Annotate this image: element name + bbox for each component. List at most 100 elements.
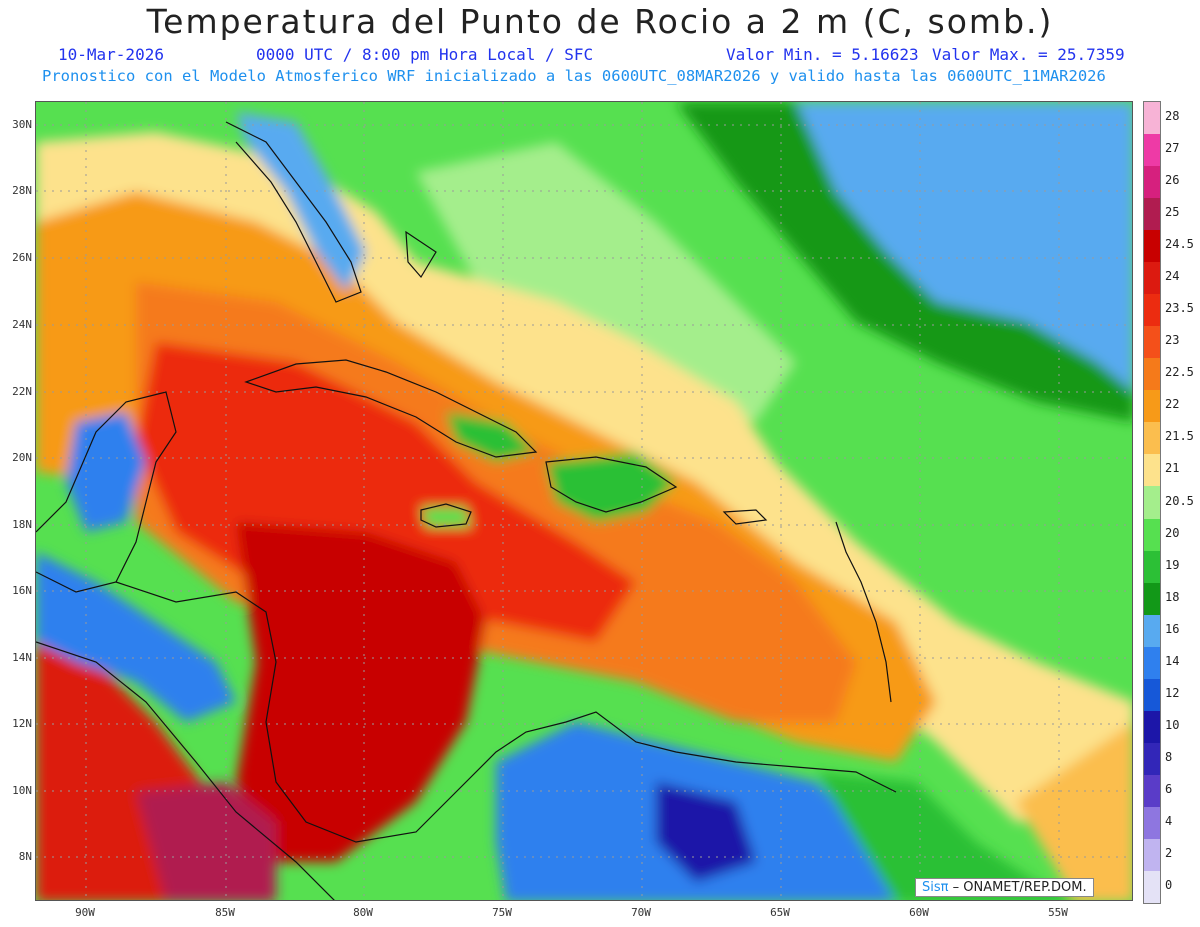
antilles-arc [835,521,892,703]
legend-swatch-7 [1144,326,1160,359]
lon-label-90w: 90W [75,906,95,919]
legend-label-23: 2 [1165,845,1173,860]
credit-text: – ONAMET/REP.DOM. [952,880,1087,895]
lon-label-65w: 65W [770,906,790,919]
east-yellow-zone [1016,723,1132,900]
lat-label-22n: 22N [12,385,32,398]
legend-label-24: 0 [1165,877,1173,892]
atlantic-blue-zone [796,102,1132,402]
caribbean-darkred-zone [236,522,486,862]
legend-swatch-10 [1144,422,1160,455]
legend-label-21: 6 [1165,781,1173,796]
legend-swatch-22 [1144,806,1160,840]
dewpoint-map [36,102,1132,900]
legend-label-9: 22 [1165,397,1180,412]
legend-label-6: 23.5 [1165,301,1194,316]
atlantic-darkgreen-zone [676,102,1132,422]
lon-label-75w: 75W [492,906,512,919]
lat-label-24n: 24N [12,318,32,331]
legend-swatch-15 [1144,582,1160,616]
cuba-green-zone [446,412,536,462]
valid-time: 0000 UTC / 8:00 pm Hora Local / SFC [256,45,594,64]
legend-swatch-18 [1144,678,1160,712]
legend-label-11: 21 [1165,461,1180,476]
legend-label-19: 10 [1165,717,1180,732]
central-america-coast [115,581,897,843]
pacific-coast [36,641,335,900]
lon-label-55w: 55W [1048,906,1068,919]
lat-label-14n: 14N [12,651,32,664]
lat-label-18n: 18N [12,518,32,531]
legend-swatch-23 [1144,838,1160,872]
lat-label-30n: 30N [12,118,32,131]
legend-label-0: 28 [1165,109,1180,124]
legend-swatch-11 [1144,454,1160,487]
max-value: Valor Max. = 25.7359 [932,45,1125,64]
south-america-dark-zone [656,782,756,882]
lat-label-10n: 10N [12,784,32,797]
map-panel [35,101,1133,901]
lat-label-8n: 8N [18,850,32,863]
venezuela-green-zone [816,772,1090,900]
legend-label-7: 23 [1165,333,1180,348]
legend-label-10: 21.5 [1165,429,1194,444]
legend-label-17: 14 [1165,653,1180,668]
credit-box: Sisπ – ONAMET/REP.DOM. [915,878,1094,897]
legend-label-8: 22.5 [1165,365,1194,380]
jamaica-green-zone [421,507,471,527]
lat-label-26n: 26N [12,251,32,264]
lon-label-85w: 85W [215,906,235,919]
cuba-coast [244,359,538,458]
min-value: Valor Min. = 5.16623 [726,45,919,64]
legend-label-18: 12 [1165,685,1180,700]
bahamas-outline [405,230,437,279]
lon-label-70w: 70W [631,906,651,919]
legend-label-14: 19 [1165,557,1180,572]
jamaica-coast [420,503,472,528]
florida-blue-zone [236,112,366,292]
legend-label-16: 16 [1165,621,1180,636]
coastlines [36,121,897,900]
legend-swatch-14 [1144,550,1160,584]
legend-swatch-21 [1144,774,1160,808]
legend-label-22: 4 [1165,813,1173,828]
pacific-pink-zone [136,782,276,900]
legend-label-20: 8 [1165,749,1173,764]
legend-swatch-13 [1144,518,1160,552]
legend-swatch-17 [1144,646,1160,680]
lat-label-12n: 12N [12,717,32,730]
legend-swatch-9 [1144,390,1160,423]
legend-swatch-20 [1144,742,1160,776]
legend-swatch-12 [1144,486,1160,519]
legend-swatch-4 [1144,230,1160,263]
legend-swatch-16 [1144,614,1160,648]
hispaniola-coast [545,456,678,513]
central-america-blue-zone [36,552,236,722]
legend-swatch-1 [1144,134,1160,167]
lat-label-20n: 20N [12,451,32,464]
atlantic-lightgreen-zone [416,142,796,422]
legend-swatch-0 [1144,102,1160,135]
credit-brand: Sisπ [922,880,949,895]
legend-label-12: 20.5 [1165,493,1194,508]
legend-label-3: 25 [1165,205,1180,220]
lon-label-60w: 60W [909,906,929,919]
map-title: Temperatura del Punto de Rocio a 2 m (C,… [146,2,1054,41]
hispaniola-green-zone [546,452,676,522]
legend-swatch-2 [1144,166,1160,199]
legend-label-1: 27 [1165,141,1180,156]
legend-label-5: 24 [1165,269,1180,284]
lon-label-80w: 80W [353,906,373,919]
yucatan-coast [36,391,177,593]
lat-label-28n: 28N [12,184,32,197]
legend-swatch-8 [1144,358,1160,391]
lat-label-16n: 16N [12,584,32,597]
florida-coast [225,121,362,303]
legend-swatch-3 [1144,198,1160,231]
color-legend [1143,101,1161,904]
legend-swatch-6 [1144,294,1160,327]
legend-swatch-24 [1144,870,1160,904]
legend-swatch-5 [1144,262,1160,295]
legend-swatch-19 [1144,710,1160,744]
legend-label-4: 24.5 [1165,237,1194,252]
